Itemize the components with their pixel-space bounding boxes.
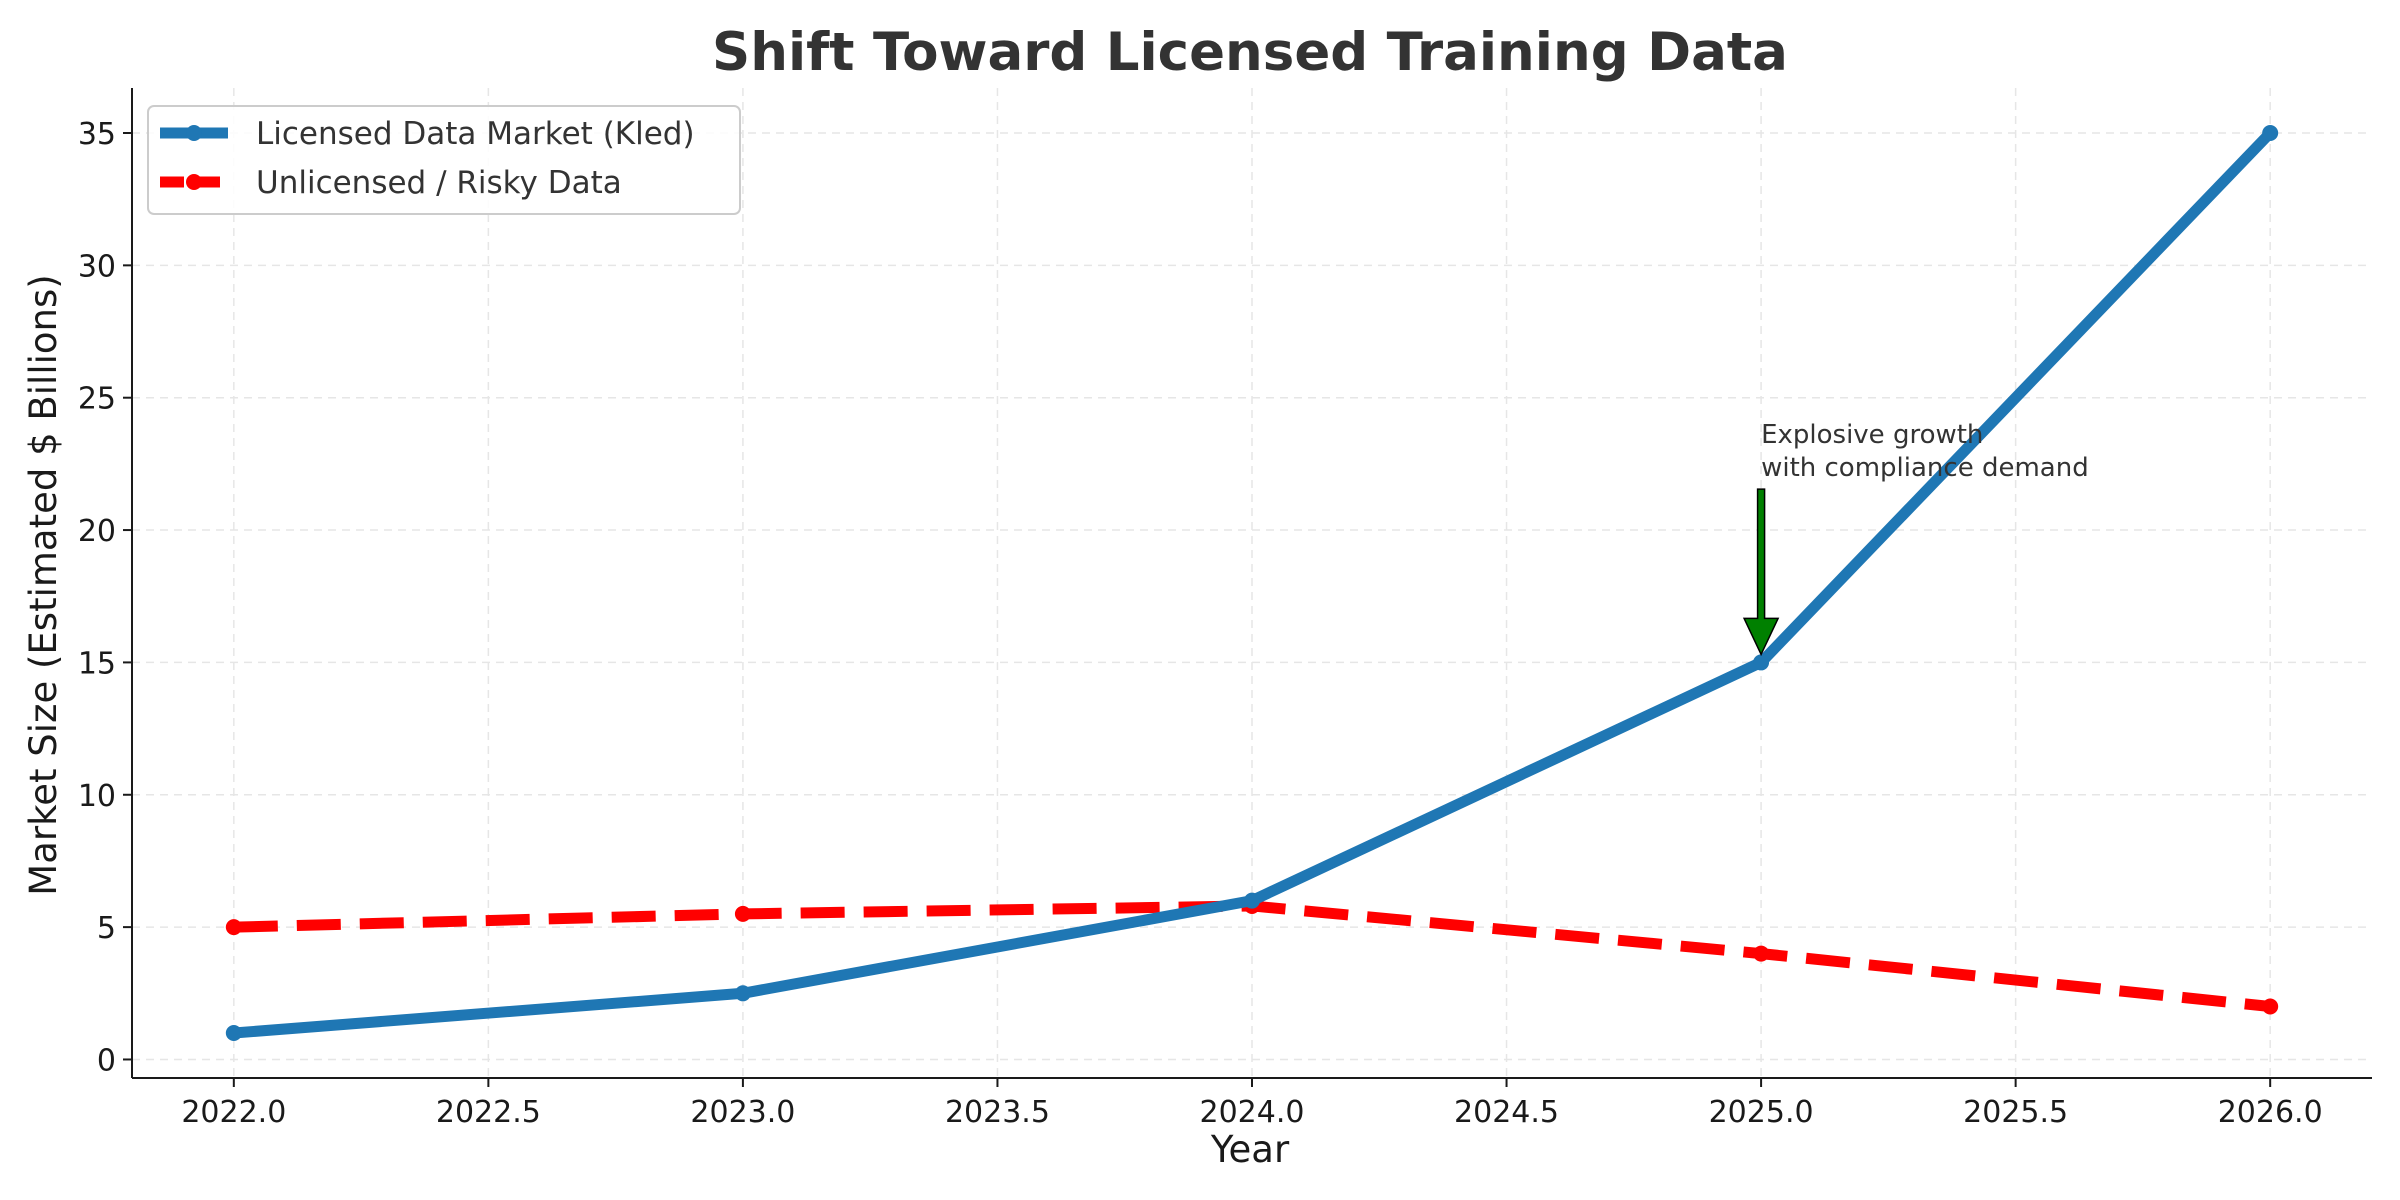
x-tick-label: 2023.5 [945,1095,1050,1130]
y-tick-label: 15 [78,646,116,681]
data-point [734,985,751,1002]
data-point [2262,125,2279,141]
legend-label: Unlicensed / Risky Data [256,165,622,201]
annotation-arrow [1742,488,1780,657]
x-tick-label: 2022.0 [181,1095,286,1130]
x-tick-label: 2024.0 [1200,1095,1305,1130]
y-axis-label: Market Size (Estimated $ Billions) [22,274,65,895]
x-tick-label: 2024.5 [1454,1095,1559,1130]
annotation-text: with compliance demand [1761,453,2089,483]
data-point [225,1025,242,1041]
x-tick-label: 2026.0 [2218,1095,2323,1130]
data-point [1753,945,1770,962]
ticks: 2022.0 2022.5 2023.0 2023.5 2024.0 2024.5 2025… [78,117,2323,1130]
data-point [734,905,751,922]
y-tick-label: 10 [78,779,116,814]
y-tick-label: 25 [78,382,116,417]
y-tick-label: 35 [78,117,116,152]
annotation-text: Explosive growth [1761,420,1983,450]
legend-marker [186,125,202,141]
x-tick-label: 2025.5 [1963,1095,2068,1130]
x-tick-label: 2022.5 [436,1095,541,1130]
y-tick-label: 0 [97,1043,116,1078]
data-point [1244,892,1260,909]
chart-title: Shift Toward Licensed Training Data [712,22,1788,83]
x-tick-label: 2023.0 [690,1095,795,1130]
y-tick-label: 5 [97,911,116,946]
legend-item: Unlicensed / Risky Data [160,165,622,201]
legend-box [147,105,741,215]
y-tick-label: 30 [78,249,116,284]
legend-item: Licensed Data Market (Kled) [160,116,695,152]
legend-label: Licensed Data Market (Kled) [256,116,695,152]
grid [132,88,2372,1078]
data-point [1753,654,1770,671]
series-licensed [225,125,2279,1041]
x-axis-label: Year [1210,1128,1290,1171]
series-layer [225,125,2279,1041]
legend-marker [186,174,202,190]
y-tick-label: 20 [78,514,116,549]
data-point [2262,998,2279,1015]
legend: Licensed Data Market (Kled) Unlicensed / … [147,105,741,215]
data-point [225,919,242,936]
x-tick-label: 2025.0 [1709,1095,1814,1130]
